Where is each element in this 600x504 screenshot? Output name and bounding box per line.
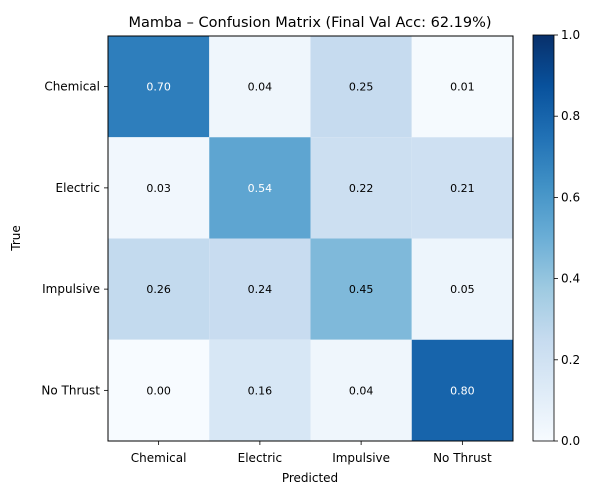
cell-value-label: 0.70: [146, 81, 171, 94]
colorbar-tick-label: 0.8: [561, 109, 580, 123]
colorbar-tick-label: 0.6: [561, 190, 580, 204]
cell-value-label: 0.54: [248, 182, 273, 195]
y-tick-label: Chemical: [44, 80, 100, 94]
cell-value-label: 0.21: [450, 182, 475, 195]
colorbar-ticks: 0.0 0.2 0.4 0.6 0.8 1.0: [554, 28, 580, 448]
heatmap-cell: [310, 137, 412, 239]
heatmap-cell: [310, 339, 412, 441]
y-tick-label: No Thrust: [41, 383, 100, 397]
cell-value-label: 0.24: [248, 283, 273, 296]
heatmap-cells: [108, 36, 513, 441]
chart-title: Mamba – Confusion Matrix (Final Val Acc:…: [128, 15, 491, 31]
heatmap-cell: [209, 339, 311, 441]
plot-frame: [107, 35, 514, 442]
x-tick-label: Chemical: [131, 451, 187, 465]
y-axis-label: True: [9, 225, 23, 252]
heatmap-cell: [209, 137, 311, 239]
colorbar-tick-label: 0.2: [561, 353, 580, 367]
cell-value-label: 0.16: [248, 384, 273, 397]
cell-value-label: 0.80: [450, 384, 475, 397]
heatmap-cell: [209, 36, 311, 138]
cell-value-label: 0.45: [349, 283, 374, 296]
x-tick-label: No Thrust: [433, 451, 492, 465]
x-axis-ticks: Chemical Electric Impulsive No Thrust: [131, 441, 492, 465]
cell-value-label: 0.00: [146, 384, 171, 397]
y-axis-ticks: Chemical Electric Impulsive No Thrust: [41, 80, 108, 397]
cell-value-label: 0.04: [248, 81, 273, 94]
heatmap-cell: [310, 238, 412, 340]
heatmap-cell: [108, 238, 210, 340]
heatmap-cell: [209, 238, 311, 340]
cell-value-label: 0.22: [349, 182, 374, 195]
x-axis-label: Predicted: [282, 471, 338, 485]
x-tick-label: Electric: [238, 451, 282, 465]
heatmap-cell-labels: 0.70 0.04 0.25 0.01 0.03 0.54 0.22 0.21 0.26 0.24…: [146, 81, 474, 398]
heatmap-cell: [108, 339, 210, 441]
y-tick-label: Electric: [56, 181, 100, 195]
cell-value-label: 0.05: [450, 283, 475, 296]
colorbar-tick-label: 0.4: [561, 272, 580, 286]
colorbar-tick-label: 0.0: [561, 434, 580, 448]
heatmap-cell: [411, 137, 513, 239]
colorbar-tick-label: 1.0: [561, 28, 580, 42]
cell-value-label: 0.01: [450, 81, 475, 94]
colorbar: [532, 34, 555, 442]
heatmap-cell: [411, 339, 513, 441]
heatmap-cell: [411, 238, 513, 340]
heatmap-cell: [310, 36, 412, 138]
heatmap-cell: [411, 36, 513, 138]
x-tick-label: Impulsive: [332, 451, 390, 465]
y-tick-label: Impulsive: [42, 282, 100, 296]
cell-value-label: 0.26: [146, 283, 171, 296]
cell-value-label: 0.03: [146, 182, 171, 195]
heatmap-cell: [108, 137, 210, 239]
cell-value-label: 0.25: [349, 81, 374, 94]
heatmap-cell: [108, 36, 210, 138]
cell-value-label: 0.04: [349, 384, 374, 397]
